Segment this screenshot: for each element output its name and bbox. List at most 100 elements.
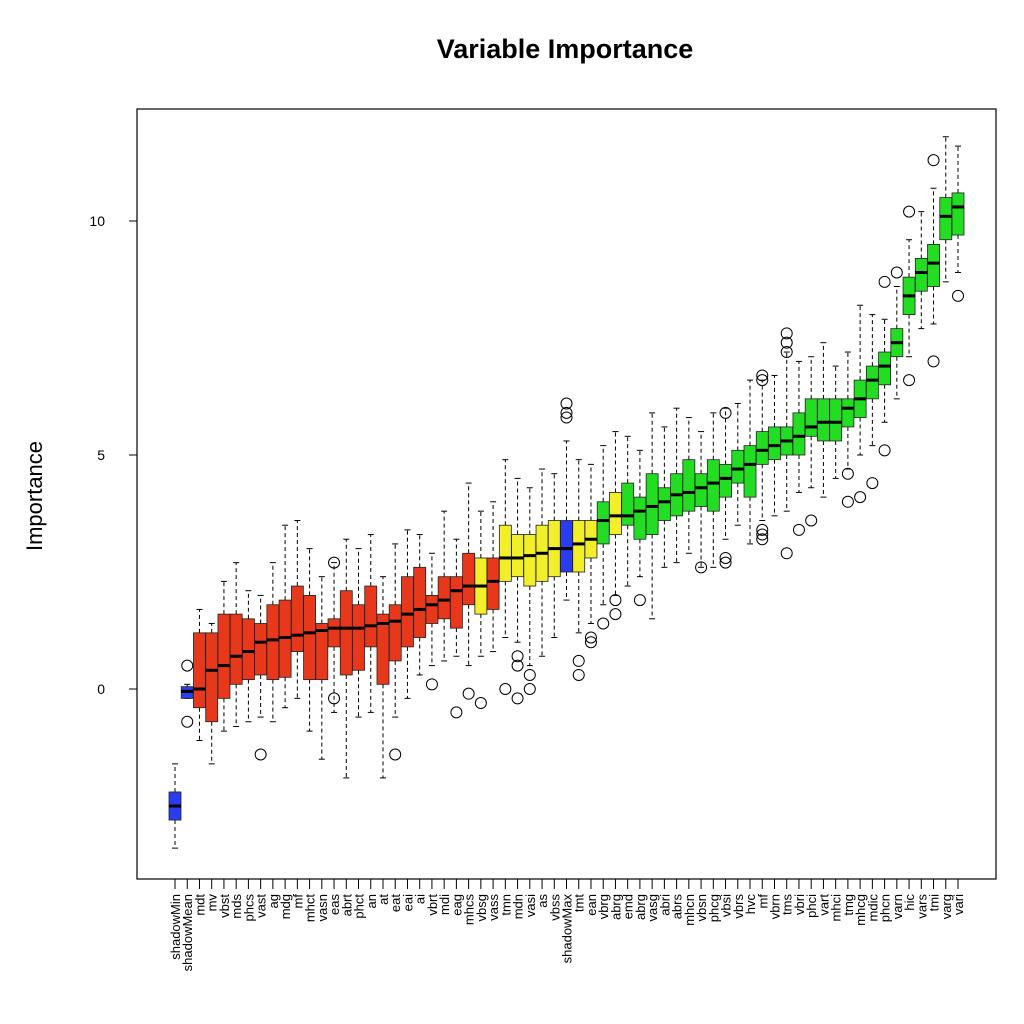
box-vasg bbox=[645, 412, 659, 620]
box-tmt bbox=[572, 459, 586, 681]
box-vbsi bbox=[719, 406, 732, 569]
x-tick-label: mf bbox=[290, 894, 305, 909]
x-tick-label: vasi bbox=[523, 894, 538, 917]
x-tick-label: mdg bbox=[278, 894, 293, 919]
box-iqr bbox=[792, 412, 806, 456]
box-vasn bbox=[315, 576, 329, 760]
box-iqr bbox=[462, 552, 476, 606]
x-tick-label: mhci bbox=[829, 894, 844, 922]
x-tick-label: vbst bbox=[217, 894, 232, 918]
outlier-point bbox=[854, 491, 867, 504]
box-abri bbox=[657, 426, 671, 568]
box-eat bbox=[388, 543, 402, 761]
box-iqr bbox=[621, 482, 635, 526]
box-iqr bbox=[498, 524, 512, 582]
box-iqr bbox=[682, 459, 696, 512]
x-tick-label: mhcs bbox=[462, 894, 477, 926]
outlier-point bbox=[523, 683, 536, 695]
box-iqr bbox=[511, 534, 524, 578]
outlier-point bbox=[560, 411, 573, 424]
box-iqr bbox=[927, 243, 940, 287]
box-varn bbox=[890, 266, 904, 400]
x-tick-label: hic bbox=[902, 894, 917, 911]
box-shadowMin bbox=[168, 763, 182, 849]
box-iqr bbox=[315, 623, 329, 681]
outlier-point bbox=[841, 467, 854, 480]
x-tick-label: vbsn bbox=[694, 894, 709, 921]
x-tick-label: mds bbox=[229, 894, 244, 919]
box-iqr bbox=[706, 459, 720, 512]
box-vars bbox=[914, 211, 928, 330]
box-mhcg bbox=[853, 304, 867, 504]
box-ean bbox=[584, 463, 598, 649]
x-tick-label: phcn bbox=[878, 894, 893, 922]
box-eag bbox=[449, 538, 463, 719]
box-iqr bbox=[560, 520, 573, 573]
y-tick-label: 10 bbox=[89, 213, 105, 229]
box-at bbox=[376, 576, 390, 779]
box-tmn bbox=[498, 459, 512, 695]
box-mdic bbox=[865, 314, 879, 490]
boxes-layer bbox=[168, 136, 965, 849]
x-tick-label: mdt bbox=[192, 894, 207, 916]
box-shadowMean bbox=[180, 659, 194, 728]
x-tick-label: vbsg bbox=[474, 894, 489, 921]
outlier-point bbox=[756, 523, 769, 536]
outlier-point bbox=[756, 528, 769, 541]
outlier-point bbox=[890, 266, 903, 279]
box-mdi bbox=[437, 510, 451, 662]
box-shadowMax bbox=[560, 397, 573, 601]
x-tick-label: vbri bbox=[792, 894, 807, 915]
box-abrg bbox=[609, 431, 622, 621]
x-tick-label: vbrt bbox=[425, 894, 440, 916]
box-mhcs bbox=[462, 482, 476, 700]
outlier-point bbox=[523, 668, 536, 681]
y-tick-label: 5 bbox=[97, 447, 105, 463]
x-tick-label: vbrn bbox=[767, 894, 782, 919]
x-tick-label: vars bbox=[914, 894, 929, 919]
x-tick-label: abrg bbox=[633, 894, 648, 920]
outlier-point bbox=[878, 444, 891, 457]
box-iqr bbox=[694, 473, 708, 507]
box-iqr bbox=[743, 445, 757, 498]
box-iqr bbox=[449, 576, 463, 629]
x-tick-label: phci bbox=[804, 894, 819, 918]
outlier-point bbox=[511, 659, 524, 672]
x-tick-label: tmn bbox=[498, 894, 513, 916]
box-mds bbox=[229, 562, 243, 727]
box-mhct bbox=[303, 548, 316, 732]
box-iqr bbox=[633, 496, 647, 540]
x-tick-label: vart bbox=[816, 894, 831, 916]
box-iqr bbox=[339, 590, 353, 676]
x-tick-label: phct bbox=[352, 894, 367, 919]
box-tmg bbox=[841, 351, 855, 508]
outlier-point bbox=[328, 556, 341, 569]
box-vbsn bbox=[694, 431, 708, 574]
box-vbrt bbox=[425, 552, 439, 691]
outlier-point bbox=[719, 556, 732, 569]
x-tick-label: as bbox=[535, 894, 550, 908]
x-tick-label: vasg bbox=[645, 894, 660, 921]
outlier-point bbox=[780, 346, 793, 359]
box-vari bbox=[951, 145, 965, 302]
box-vbst bbox=[217, 580, 231, 732]
outlier-point bbox=[756, 533, 769, 546]
x-tick-label: vari bbox=[951, 894, 966, 915]
outlier-point bbox=[572, 668, 585, 681]
outlier-point bbox=[462, 687, 475, 700]
box-iqr bbox=[217, 613, 231, 699]
box-mhcn bbox=[682, 417, 696, 554]
x-tick-label: mdi bbox=[437, 894, 452, 915]
outlier-point bbox=[952, 289, 964, 302]
x-tick-label: at bbox=[376, 894, 391, 905]
box-iqr bbox=[817, 398, 830, 442]
box-iqr bbox=[878, 351, 891, 386]
x-tick-label: vbss bbox=[547, 894, 562, 921]
box-mdt bbox=[193, 608, 206, 741]
outlier-point bbox=[181, 715, 194, 728]
box-mv bbox=[205, 622, 219, 765]
outlier-point bbox=[719, 406, 732, 419]
box-mf bbox=[290, 520, 304, 699]
box-iqr bbox=[865, 365, 879, 400]
x-tick-label: mhcn bbox=[682, 894, 697, 926]
